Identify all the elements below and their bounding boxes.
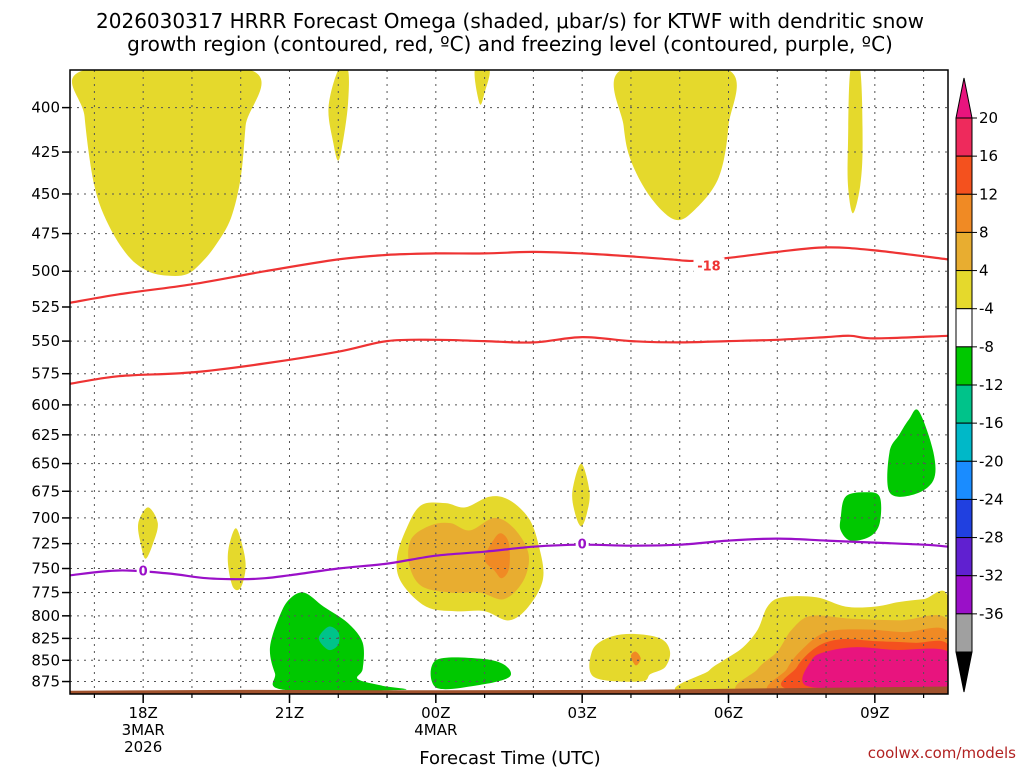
contour-label-freezing-level: 0 <box>139 564 148 579</box>
contour-freezing-level <box>70 537 948 581</box>
y-tick-label-550: 550 <box>31 332 60 350</box>
omega-shading-layer <box>71 70 948 694</box>
omega-region-1 <box>172 70 198 108</box>
colorbar-label-2: 12 <box>979 185 998 203</box>
plot-frame <box>69 69 949 695</box>
colorbar-bottom-arrow <box>955 651 973 693</box>
colorbar-segment-11 <box>955 537 973 577</box>
contour-label-bg-dendritic-top <box>693 257 725 274</box>
colorbar-label-13: -36 <box>979 605 1004 623</box>
colorbar-label-3: 8 <box>979 223 989 241</box>
credit-text: coolwx.com/models <box>868 744 1016 762</box>
x-tick-label-27-0: 03Z <box>567 704 596 722</box>
contour-label-dendritic-top: -18 <box>697 259 721 274</box>
colorbar-segment-8 <box>955 422 973 462</box>
y-tick-label-850: 850 <box>31 651 60 669</box>
omega-region-18 <box>802 647 948 689</box>
contour-layer: -18 0 0 <box>70 246 948 581</box>
x-tick-label-18-1: 3MAR <box>122 721 165 739</box>
colorbar-label-1: 16 <box>979 147 998 165</box>
y-tick-label-700: 700 <box>31 509 60 527</box>
colorbar-segment-9 <box>955 460 973 500</box>
colorbar-segment-2 <box>955 193 973 233</box>
y-axis: 400 425 450 475 500 525 550 575 600 625 650 675 700 7… <box>31 99 70 691</box>
omega-region-13 <box>630 651 641 666</box>
y-tick-label-475: 475 <box>31 225 60 243</box>
colorbar-label-12: -32 <box>979 567 1004 585</box>
colorbar-segment-1 <box>955 155 973 195</box>
omega-region-7 <box>227 528 246 591</box>
y-tick-label-675: 675 <box>31 482 60 500</box>
x-tick-label-21-0: 21Z <box>275 704 304 722</box>
x-tick-label-30-0: 06Z <box>714 704 743 722</box>
omega-region-0 <box>71 70 262 276</box>
x-axis-label: Forecast Time (UTC) <box>419 748 600 768</box>
colorbar-segment-10 <box>955 498 973 539</box>
colorbar: 20 16 12 8 4 -4 -8 -12 -16 -20 -24 -28 -32 -36 <box>955 77 1004 693</box>
chart-title-line2: growth region (contoured, red, ºC) and f… <box>127 32 893 56</box>
omega-region-3 <box>474 70 490 105</box>
chart-title-line1: 2026030317 HRRR Forecast Omega (shaded, … <box>96 9 924 33</box>
colorbar-segment-7 <box>955 384 973 424</box>
omega-region-2 <box>328 70 349 161</box>
x-tick-label-18-0: 18Z <box>128 704 157 722</box>
contour-dendritic-top <box>70 246 948 304</box>
y-tick-label-500: 500 <box>31 262 60 280</box>
omega-region-21 <box>430 657 512 690</box>
colorbar-label-10: -24 <box>979 490 1004 508</box>
y-tick-label-600: 600 <box>31 396 60 414</box>
omega-region-12 <box>589 633 671 682</box>
colorbar-label-9: -20 <box>979 452 1004 470</box>
contour-label-bg-freezing-level <box>136 562 150 579</box>
contour-dendritic-bottom <box>70 334 948 385</box>
y-tick-label-875: 875 <box>31 673 60 691</box>
omega-region-5 <box>847 70 863 214</box>
y-tick-label-575: 575 <box>31 365 60 383</box>
omega-region-11 <box>484 533 510 579</box>
colorbar-segment-0 <box>955 117 973 157</box>
colorbar-segment-3 <box>955 231 973 272</box>
y-tick-label-400: 400 <box>31 99 60 117</box>
omega-region-23 <box>887 409 936 497</box>
colorbar-segment-13 <box>955 613 973 653</box>
colorbar-label-4: 4 <box>979 262 989 280</box>
y-tick-label-525: 525 <box>31 298 60 316</box>
x-tick-label-18-2: 2026 <box>124 738 162 756</box>
colorbar-segment-5 <box>955 308 973 348</box>
terrain-ground <box>70 686 948 694</box>
colorbar-segment-6 <box>955 346 973 386</box>
omega-region-8 <box>572 463 590 527</box>
terrain-layer <box>70 686 948 694</box>
grid-layer <box>70 70 948 694</box>
y-tick-label-725: 725 <box>31 535 60 553</box>
y-tick-label-650: 650 <box>31 455 60 473</box>
y-tick-label-750: 750 <box>31 560 60 578</box>
colorbar-label-8: -16 <box>979 414 1004 432</box>
colorbar-label-5: -4 <box>979 300 994 318</box>
contour-label-bg-freezing-level <box>575 535 589 552</box>
omega-region-22 <box>839 492 882 541</box>
x-tick-label-33-0: 09Z <box>860 704 889 722</box>
y-tick-label-625: 625 <box>31 426 60 444</box>
contour-label-freezing-level: 0 <box>578 538 587 553</box>
colorbar-top-arrow <box>955 77 973 119</box>
y-tick-label-775: 775 <box>31 584 60 602</box>
colorbar-segment-12 <box>955 575 973 615</box>
y-tick-label-800: 800 <box>31 607 60 625</box>
x-tick-label-24-1: 4MAR <box>414 721 457 739</box>
colorbar-label-0: 20 <box>979 109 998 127</box>
x-tick-label-24-0: 00Z <box>421 704 450 722</box>
omega-region-6 <box>137 507 158 559</box>
colorbar-segment-4 <box>955 270 973 310</box>
y-tick-label-825: 825 <box>31 629 60 647</box>
y-tick-label-450: 450 <box>31 185 60 203</box>
y-tick-label-425: 425 <box>31 143 60 161</box>
colorbar-label-11: -28 <box>979 529 1004 547</box>
colorbar-label-6: -8 <box>979 338 994 356</box>
colorbar-label-7: -12 <box>979 376 1004 394</box>
omega-region-4 <box>613 70 737 221</box>
